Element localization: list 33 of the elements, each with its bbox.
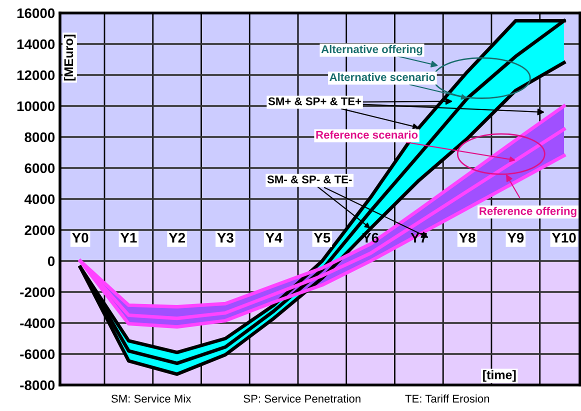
- y-tick-label: -4000: [20, 318, 55, 328]
- x-tick-label: Y10: [552, 232, 576, 243]
- y-tick-label: -8000: [20, 380, 55, 390]
- x-tick-label: Y3: [217, 232, 234, 243]
- x-tick-label: Y4: [266, 232, 282, 243]
- annotation: SM+ & SP+ & TE+: [268, 97, 362, 106]
- y-tick-label: 0: [48, 256, 55, 266]
- x-tick-label: Y1: [120, 232, 137, 243]
- annotation: Reference scenario: [316, 130, 418, 139]
- y-tick-label: 12000: [17, 70, 55, 80]
- x-tick-label: Y2: [168, 232, 185, 243]
- text: TE: Tariff Erosion: [405, 394, 490, 403]
- y-axis-title: [MEuro]: [64, 34, 76, 81]
- x-tick-label: Y9: [507, 232, 524, 243]
- annotation: SM- & SP- & TE-: [267, 176, 352, 184]
- x-tick-label: Y5: [314, 232, 330, 243]
- x-tick-label: Y0: [72, 232, 88, 243]
- y-tick-label: -6000: [20, 349, 55, 360]
- text: SP: Service Penetration: [244, 394, 360, 403]
- y-tick-label: 16000: [17, 8, 55, 18]
- y-tick-label: 8000: [24, 132, 55, 142]
- x-axis-title: [time]: [483, 370, 516, 382]
- y-tick-label: 14000: [17, 39, 55, 50]
- text: SM: Service Mix: [111, 394, 192, 403]
- y-tick-label: 6000: [24, 163, 55, 174]
- annotation: Alternative scenario: [330, 72, 436, 82]
- y-tick-label: 10000: [17, 101, 55, 112]
- annotation: Alternative offering: [321, 44, 422, 56]
- y-tick-label: -2000: [20, 287, 55, 298]
- x-tick-label: Y8: [459, 232, 476, 243]
- annotation: Reference offering: [480, 206, 576, 218]
- y-tick-label: 2000: [24, 225, 55, 236]
- y-tick-label: 4000: [24, 194, 55, 204]
